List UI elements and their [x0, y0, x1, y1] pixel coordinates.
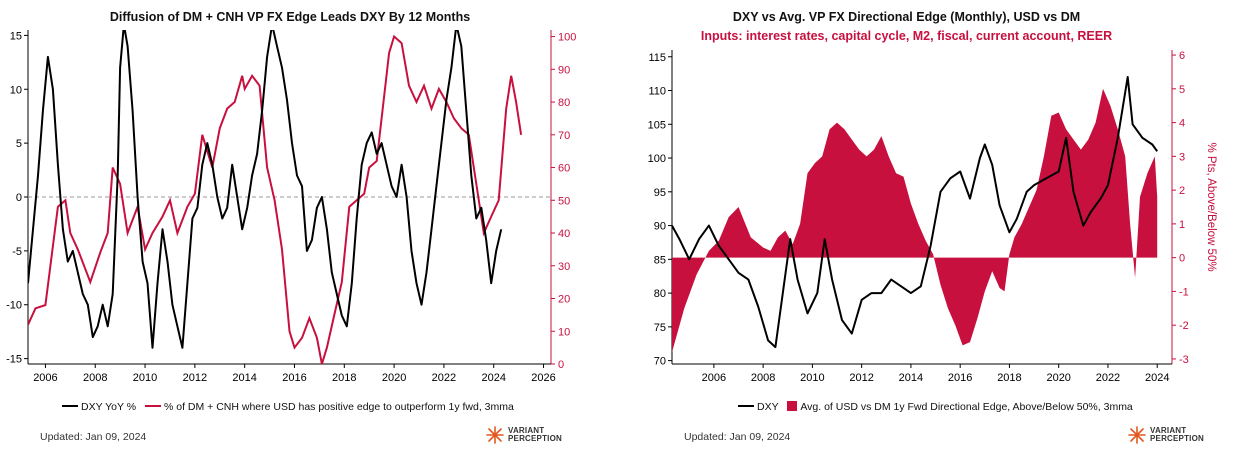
x-tick-label: 2012: [183, 372, 207, 384]
y-left-tick-label: 110: [648, 86, 666, 98]
right-chart: 1151101051009590858075706543210-1-2-3200…: [648, 50, 1217, 384]
x-tick-label: 2022: [1096, 372, 1120, 384]
y-right-tick-label: 70: [558, 130, 570, 142]
x-tick-label: 2016: [282, 372, 306, 384]
y-right-tick-label: 2: [1179, 185, 1185, 197]
logo-line-1: VARIANT: [508, 425, 545, 435]
y-right-tick-label: 100: [558, 32, 576, 44]
y-left-tick-label: -15: [6, 354, 22, 366]
x-tick-label: 2006: [702, 372, 726, 384]
y-left-tick-label: 0: [16, 192, 22, 204]
sunburst-logo-icon: [486, 426, 504, 444]
y-left-tick-label: 75: [654, 322, 666, 334]
legend-swatch-directional-edge: [787, 401, 798, 412]
y-right-tick-label: 4: [1179, 118, 1185, 130]
logo-line-2: PERCEPTION: [1150, 434, 1205, 443]
x-tick-label: 2008: [751, 372, 775, 384]
y-left-tick-label: 115: [648, 52, 666, 64]
y-right-axis-label: % Pts, Above/Below 50%: [1205, 142, 1217, 271]
legend-label-directional-edge: Avg. of USD vs DM 1y Fwd Directional Edg…: [800, 401, 1133, 413]
x-tick-label: 2010: [800, 372, 824, 384]
y-right-tick-label: 30: [558, 261, 570, 273]
x-tick-label: 2016: [948, 372, 972, 384]
y-right-tick-label: 10: [558, 326, 570, 338]
left-panel: Diffusion of DM + CNH VP FX Edge Leads D…: [0, 0, 600, 455]
left-chart: 151050-5-10-1510090807060504030201002006…: [6, 30, 576, 384]
y-right-tick-label: 0: [1179, 253, 1185, 265]
y-right-tick-label: 0: [558, 359, 564, 371]
right-panel: DXY vs Avg. VP FX Directional Edge (Mont…: [610, 0, 1233, 455]
y-right-tick-label: 40: [558, 228, 570, 240]
y-left-tick-label: -5: [12, 246, 22, 258]
x-tick-label: 2020: [1046, 372, 1070, 384]
y-left-tick-label: 5: [16, 138, 22, 150]
sunburst-logo-icon: [1128, 426, 1146, 444]
logo-line-1: VARIANT: [1150, 425, 1187, 435]
x-tick-label: 2014: [232, 372, 256, 384]
series-dxy-line: [671, 76, 1159, 349]
y-left-tick-label: 105: [648, 119, 666, 131]
y-left-tick-label: 100: [648, 153, 666, 165]
y-right-tick-label: -3: [1179, 354, 1189, 366]
x-tick-label: 2014: [899, 372, 923, 384]
legend-swatch-dxy: [738, 405, 754, 408]
x-tick-label: 2022: [432, 372, 456, 384]
series-directional-edge-area: [672, 88, 1158, 353]
left-logo: VARIANT PERCEPTION: [486, 426, 562, 444]
y-right-tick-label: -2: [1179, 320, 1189, 332]
y-left-tick-label: 15: [10, 30, 22, 42]
y-left-tick-label: -10: [6, 300, 22, 312]
left-chart-title: Diffusion of DM + CNH VP FX Edge Leads D…: [109, 10, 471, 24]
y-right-tick-label: 20: [558, 294, 570, 306]
x-tick-label: 2010: [133, 372, 157, 384]
x-tick-label: 2018: [997, 372, 1021, 384]
x-tick-label: 2020: [382, 372, 406, 384]
x-tick-label: 2008: [83, 372, 107, 384]
y-right-tick-label: 60: [558, 163, 570, 175]
series-dxy-yoy-line: [28, 30, 503, 349]
right-chart-subtitle: Inputs: interest rates, capital cycle, M…: [700, 29, 1113, 43]
legend-label-usd-edge-pct: % of DM + CNH where USD has positive edg…: [164, 401, 514, 413]
logo-line-2: PERCEPTION: [508, 434, 563, 443]
x-tick-label: 2006: [33, 372, 57, 384]
left-legend: DXY YoY % % of DM + CNH where USD has po…: [62, 401, 514, 413]
y-right-tick-label: 90: [558, 64, 570, 76]
x-tick-label: 2024: [481, 372, 505, 384]
x-tick-label: 2012: [849, 372, 873, 384]
y-right-tick-label: 6: [1179, 50, 1185, 62]
y-right-tick-label: 1: [1179, 219, 1185, 231]
legend-swatch-dxy-yoy: [62, 405, 78, 408]
y-left-tick-label: 80: [654, 288, 666, 300]
right-legend: DXY Avg. of USD vs DM 1y Fwd Directional…: [738, 401, 1133, 413]
y-right-tick-label: 3: [1179, 151, 1185, 163]
legend-label-dxy: DXY: [757, 401, 779, 413]
right-updated-text: Updated: Jan 09, 2024: [684, 431, 791, 443]
y-right-tick-label: 80: [558, 97, 570, 109]
y-right-tick-label: 5: [1179, 84, 1185, 96]
right-logo: VARIANT PERCEPTION: [1128, 426, 1204, 444]
y-left-tick-label: 70: [654, 356, 666, 368]
legend-swatch-usd-edge-pct: [145, 405, 161, 408]
y-right-tick-label: -1: [1179, 286, 1189, 298]
legend-label-dxy-yoy: DXY YoY %: [81, 401, 137, 413]
right-chart-title: DXY vs Avg. VP FX Directional Edge (Mont…: [732, 10, 1081, 24]
y-left-tick-label: 95: [654, 187, 666, 199]
x-tick-label: 2024: [1145, 372, 1169, 384]
left-updated-text: Updated: Jan 09, 2024: [40, 431, 147, 443]
y-left-tick-label: 85: [654, 254, 666, 266]
x-tick-label: 2026: [531, 372, 555, 384]
y-left-tick-label: 90: [654, 221, 666, 233]
series-usd-edge-pct-line: [28, 34, 523, 364]
y-right-tick-label: 50: [558, 195, 570, 207]
x-tick-label: 2018: [332, 372, 356, 384]
y-left-tick-label: 10: [10, 84, 22, 96]
